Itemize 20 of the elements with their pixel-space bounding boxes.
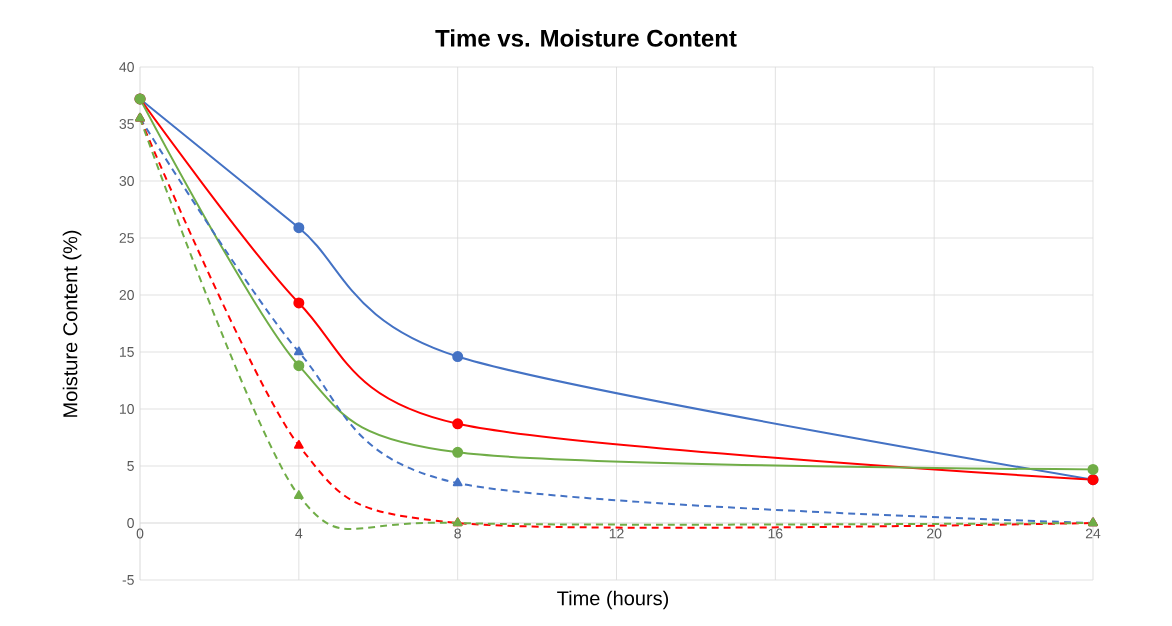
x-tick-label: 20 <box>927 528 942 539</box>
chart-title: Time vs. Moisture Content <box>435 29 737 47</box>
y-tick-label: 5 <box>127 461 134 471</box>
x-tick-label: 4 <box>295 528 303 539</box>
y-tick-label: 15 <box>119 347 134 357</box>
y-tick-label: 35 <box>119 119 134 129</box>
y-tick-label: 40 <box>119 62 134 72</box>
x-tick-label: 8 <box>454 528 461 539</box>
y-tick-label: 0 <box>127 518 134 528</box>
y-tick-label: 10 <box>119 404 134 414</box>
y-tick-label: 25 <box>119 233 134 243</box>
x-tick-label: 16 <box>768 528 783 539</box>
y-tick-label: 20 <box>119 290 134 300</box>
y-axis-title: Moisture Content (%) <box>62 230 82 417</box>
x-axis-title: Time (hours) <box>557 590 669 610</box>
y-tick-label: -5 <box>122 575 134 585</box>
x-tick-label: 24 <box>1085 528 1101 539</box>
x-tick-label: 12 <box>609 528 624 539</box>
y-tick-label: 30 <box>119 176 134 186</box>
x-tick-label: 0 <box>136 528 144 539</box>
